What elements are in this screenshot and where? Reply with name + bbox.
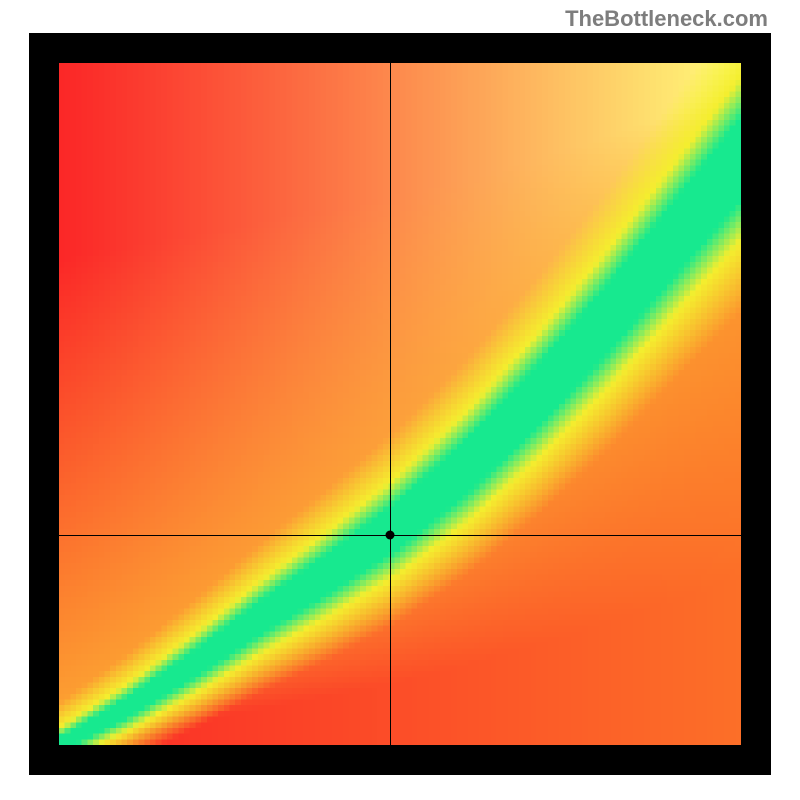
chart-container: TheBottleneck.com	[0, 0, 800, 800]
watermark-text: TheBottleneck.com	[565, 6, 768, 32]
plot-area	[59, 63, 741, 745]
marker-dot	[385, 530, 394, 539]
crosshair-horizontal	[59, 535, 741, 536]
plot-border	[29, 33, 771, 775]
crosshair-vertical	[390, 63, 391, 745]
heatmap-canvas	[59, 63, 741, 745]
